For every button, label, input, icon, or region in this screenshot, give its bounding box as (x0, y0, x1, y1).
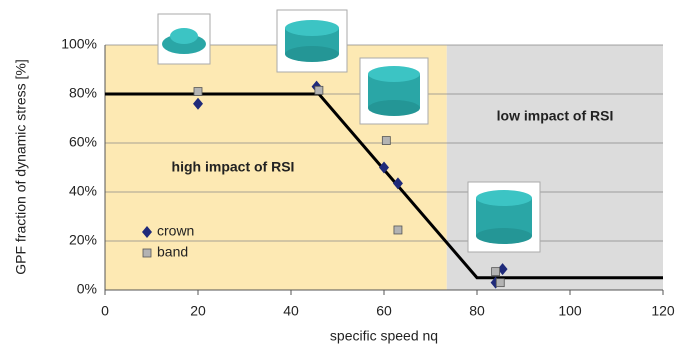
impeller-image (158, 14, 210, 64)
x-tick-label: 40 (283, 303, 299, 319)
y-tick-label: 60% (69, 134, 97, 150)
x-tick-label: 120 (651, 303, 675, 319)
y-tick-label: 100% (61, 36, 97, 52)
annotation: high impact of RSI (172, 159, 295, 175)
y-tick-label: 40% (69, 183, 97, 199)
annotation: low impact of RSI (497, 108, 614, 124)
x-tick-label: 20 (190, 303, 206, 319)
impeller-image (277, 10, 347, 72)
marker (492, 268, 500, 276)
legend-label: band (157, 244, 188, 260)
impeller-image (468, 182, 540, 252)
y-tick-label: 80% (69, 85, 97, 101)
impeller-image (360, 58, 428, 124)
y-tick-label: 20% (69, 232, 97, 248)
marker (194, 88, 202, 96)
legend-marker (143, 249, 151, 257)
x-tick-label: 80 (469, 303, 485, 319)
marker (496, 279, 504, 287)
chart: high impact of RSI low impact of RSI 0% 20%… (0, 0, 693, 347)
x-tick-label: 60 (376, 303, 392, 319)
y-axis-label: GPF fraction of dynamic stress [%] (13, 59, 29, 275)
y-tick-label: 0% (77, 281, 97, 297)
x-axis-label: specific speed nq (330, 328, 438, 344)
marker (394, 226, 402, 234)
x-tick-label: 100 (558, 303, 582, 319)
x-tick-label: 0 (101, 303, 109, 319)
marker (382, 137, 390, 145)
region (447, 45, 663, 290)
legend-label: crown (157, 223, 194, 239)
marker (315, 86, 323, 94)
